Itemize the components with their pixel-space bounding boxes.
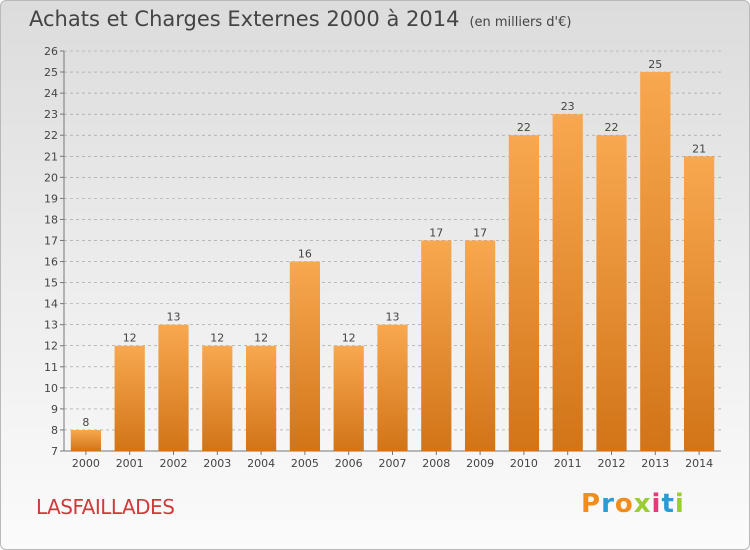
x-tick-label: 2008 (422, 457, 450, 470)
bar-value-label: 22 (605, 121, 619, 134)
bar-value-label: 17 (473, 226, 487, 239)
bar (596, 135, 627, 452)
bar-value-label: 8 (82, 416, 89, 429)
x-tick-label: 2000 (72, 457, 100, 470)
x-tick-label: 2013 (641, 457, 669, 470)
bar-value-label: 23 (561, 100, 575, 113)
y-tick-label: 20 (44, 171, 58, 184)
y-tick-label: 11 (44, 361, 58, 374)
proxiti-logo: Proxiti (581, 489, 685, 519)
x-tick-label: 2014 (685, 457, 713, 470)
bars (70, 72, 715, 452)
bar (377, 324, 408, 451)
bar (202, 345, 233, 451)
x-tick-label: 2005 (291, 457, 319, 470)
bar (158, 324, 189, 451)
bar-value-label: 12 (342, 332, 356, 345)
bar (70, 429, 102, 451)
x-tick-label: 2009 (466, 457, 494, 470)
commune-name: LASFAILLADES (36, 495, 175, 519)
y-tick-label: 23 (44, 108, 58, 121)
y-tick-label: 17 (44, 234, 58, 247)
bar (640, 72, 671, 451)
y-tick-label: 21 (44, 150, 58, 163)
x-tick-label: 2004 (247, 457, 275, 470)
x-tick-label: 2001 (116, 457, 144, 470)
logo-letter: P (581, 489, 602, 519)
y-tick-label: 8 (51, 424, 58, 437)
y-tick-label: 19 (44, 192, 58, 205)
x-tick-label: 2003 (203, 457, 231, 470)
y-tick-label: 13 (44, 319, 58, 332)
bar (683, 156, 715, 451)
bar-value-label: 12 (254, 332, 268, 345)
y-tick-label: 26 (44, 45, 58, 58)
bar-value-label: 17 (429, 226, 443, 239)
bar (552, 114, 583, 451)
bar (333, 345, 364, 451)
bar (421, 240, 452, 451)
bar-value-label: 13 (386, 311, 400, 324)
bar (464, 240, 496, 451)
logo-letter: x (633, 489, 652, 519)
y-tick-label: 12 (44, 340, 58, 353)
logo-letter: i (651, 489, 662, 519)
y-tick-label: 16 (44, 256, 58, 269)
y-tick-label: 25 (44, 66, 58, 79)
bar-value-label: 12 (210, 332, 224, 345)
bar-value-label: 22 (517, 121, 531, 134)
y-tick-label: 7 (51, 445, 58, 458)
y-tick-label: 18 (44, 213, 58, 226)
y-tick-label: 24 (44, 87, 58, 100)
y-tick-label: 10 (44, 382, 58, 395)
bar-value-label: 12 (123, 332, 137, 345)
bar (245, 345, 277, 451)
chart-title-text: Achats et Charges Externes 2000 à 2014 (29, 7, 460, 31)
bar-value-label: 16 (298, 248, 312, 261)
y-tick-label: 9 (51, 403, 58, 416)
bar (114, 345, 145, 451)
bar (508, 135, 540, 452)
y-tick-label: 22 (44, 129, 58, 142)
bar-value-label: 21 (692, 142, 706, 155)
x-tick-label: 2002 (160, 457, 188, 470)
bar-value-label: 25 (648, 58, 662, 71)
chart-title: Achats et Charges Externes 2000 à 2014 (e… (29, 7, 571, 31)
logo-letter: r (601, 489, 615, 519)
x-tick-label: 2011 (554, 457, 582, 470)
logo-letter: i (674, 489, 685, 519)
logo-letter: o (614, 489, 634, 519)
labels: 8 2000 12 2001 13 2002 12 2003 12 2004 16 2005 12 200… (72, 58, 713, 470)
x-tick-label: 2010 (510, 457, 538, 470)
y-tick-label: 15 (44, 277, 58, 290)
y-tick-label: 14 (44, 298, 58, 311)
logo-letter: t (661, 489, 675, 519)
x-tick-label: 2012 (598, 457, 626, 470)
chart-subtitle: (en milliers d'€) (469, 15, 572, 30)
bar (289, 261, 321, 451)
x-tick-label: 2007 (379, 457, 407, 470)
x-tick-label: 2006 (335, 457, 363, 470)
bar-value-label: 13 (167, 311, 181, 324)
